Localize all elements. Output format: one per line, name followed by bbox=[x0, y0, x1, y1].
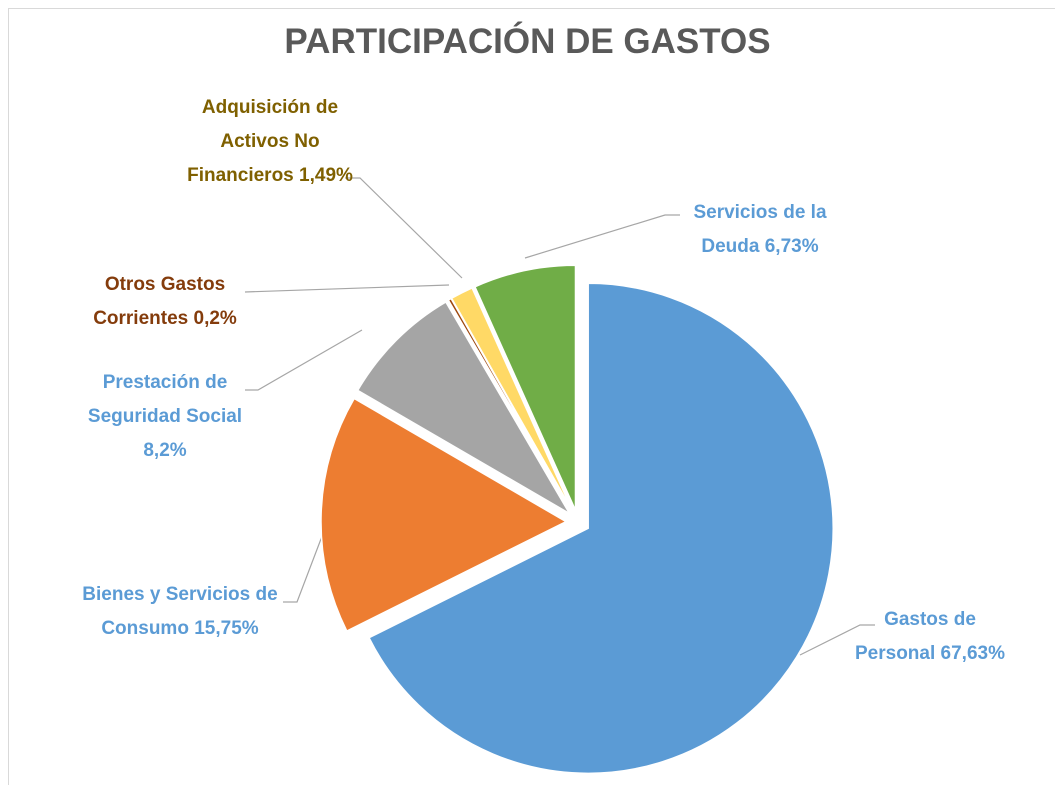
leader-line bbox=[244, 284, 450, 293]
pie-slice bbox=[473, 264, 577, 511]
data-label: Servicios de la Deuda 6,73% bbox=[675, 196, 845, 264]
value-label: 0,2% bbox=[193, 308, 237, 329]
data-label: Otros Gastos Corrientes 0,2% bbox=[70, 268, 260, 336]
leader-line bbox=[799, 624, 875, 656]
pie-slice bbox=[320, 397, 568, 633]
value-label: 6,73% bbox=[764, 236, 819, 257]
data-label: Adquisición de Activos No Financieros 1,… bbox=[175, 91, 365, 193]
category-label: Gastos de Personal bbox=[855, 609, 976, 664]
category-label: Bienes y Servicios de Consumo bbox=[82, 584, 278, 639]
leader-lines bbox=[244, 177, 875, 656]
value-label: 15,75% bbox=[194, 618, 259, 639]
category-label: Prestación de Seguridad Social bbox=[87, 372, 243, 427]
leader-line bbox=[524, 214, 680, 259]
leader-line bbox=[283, 509, 333, 603]
value-label: 1,49% bbox=[299, 165, 353, 186]
value-label: 8,2% bbox=[143, 440, 187, 461]
data-label: Bienes y Servicios de Consumo 15,75% bbox=[65, 578, 295, 646]
slices bbox=[320, 264, 834, 775]
pie-slice bbox=[450, 286, 574, 512]
chart-title: PARTICIPACIÓN DE GASTOS bbox=[284, 22, 771, 61]
leader-line bbox=[245, 329, 363, 391]
leader-line bbox=[345, 177, 463, 279]
data-label: Prestación de Seguridad Social 8,2% bbox=[65, 366, 265, 468]
value-label: 67,63% bbox=[940, 643, 1005, 664]
chart-border bbox=[8, 8, 1055, 785]
category-label: Servicios de la Deuda bbox=[693, 202, 827, 257]
pie-slice bbox=[356, 300, 572, 516]
data-label: Gastos de Personal 67,63% bbox=[855, 603, 1005, 671]
pie-slice bbox=[368, 282, 834, 775]
category-label: Adquisición de Activos No Financieros bbox=[187, 97, 339, 186]
category-label: Otros Gastos Corrientes bbox=[93, 274, 226, 329]
